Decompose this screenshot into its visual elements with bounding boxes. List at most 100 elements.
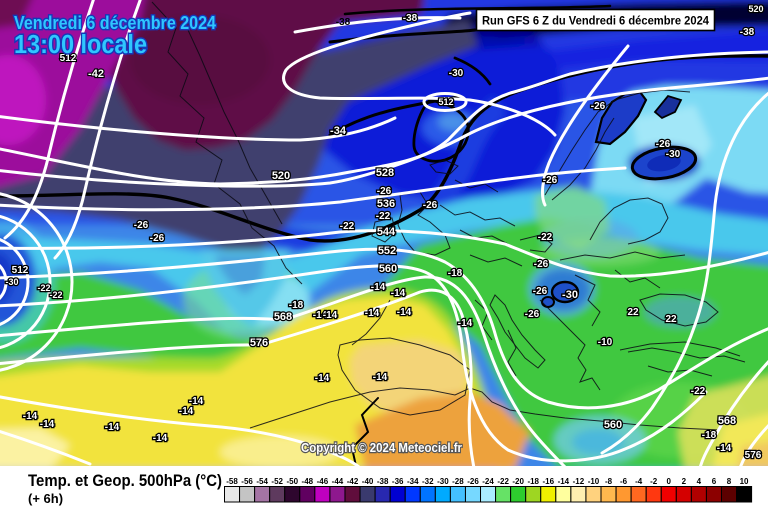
svg-text:-42: -42	[347, 477, 359, 486]
svg-text:-14: -14	[23, 411, 38, 422]
svg-text:2: 2	[682, 477, 687, 486]
svg-text:-2: -2	[650, 477, 658, 486]
svg-text:560: 560	[379, 263, 397, 275]
svg-text:-22: -22	[497, 477, 509, 486]
svg-text:-10: -10	[598, 337, 613, 348]
svg-text:0: 0	[667, 477, 672, 486]
svg-text:-42: -42	[88, 68, 104, 80]
svg-text:-54: -54	[256, 477, 268, 486]
svg-text:-20: -20	[512, 477, 524, 486]
svg-text:-56: -56	[241, 477, 253, 486]
svg-text:(+ 6h): (+ 6h)	[28, 491, 63, 506]
svg-text:-26: -26	[656, 139, 671, 150]
svg-text:Run GFS 6 Z du Vendredi 6 déce: Run GFS 6 Z du Vendredi 6 décembre 2024	[482, 14, 709, 28]
svg-text:-14: -14	[397, 307, 412, 318]
svg-text:-14: -14	[371, 282, 386, 293]
svg-text:-30: -30	[562, 289, 578, 301]
svg-text:-30: -30	[5, 277, 18, 287]
svg-text:-58: -58	[226, 477, 238, 486]
svg-text:13:00 locale: 13:00 locale	[14, 31, 147, 59]
svg-text:-14: -14	[717, 443, 732, 454]
svg-text:-26: -26	[467, 477, 479, 486]
svg-text:-38: -38	[740, 27, 755, 38]
svg-text:528: 528	[376, 167, 394, 179]
svg-text:-14: -14	[313, 310, 328, 321]
svg-text:-26: -26	[534, 259, 549, 270]
svg-text:-4: -4	[635, 477, 643, 486]
svg-text:-28: -28	[452, 477, 464, 486]
svg-text:-30: -30	[449, 68, 464, 79]
svg-text:-18: -18	[702, 430, 717, 441]
svg-text:544: 544	[377, 226, 396, 238]
svg-text:-38: -38	[403, 13, 418, 24]
svg-text:560: 560	[604, 419, 622, 431]
svg-text:-14: -14	[558, 477, 570, 486]
svg-text:-14: -14	[153, 433, 168, 444]
svg-text:568: 568	[718, 415, 736, 427]
svg-text:512: 512	[60, 53, 77, 64]
svg-text:-22: -22	[376, 211, 391, 222]
svg-text:-22: -22	[340, 221, 355, 232]
svg-text:8: 8	[727, 477, 732, 486]
svg-text:22: 22	[627, 307, 639, 318]
svg-text:Copyright © 2024 Meteociel.fr: Copyright © 2024 Meteociel.fr	[301, 440, 462, 455]
svg-text:512: 512	[12, 265, 29, 276]
svg-text:-48: -48	[302, 477, 314, 486]
svg-text:536: 536	[377, 198, 395, 210]
svg-text:6: 6	[712, 477, 717, 486]
svg-text:-38: -38	[336, 17, 351, 28]
svg-text:-50: -50	[286, 477, 298, 486]
svg-text:-14: -14	[179, 406, 194, 417]
svg-text:520: 520	[272, 170, 290, 182]
svg-text:-26: -26	[134, 220, 149, 231]
svg-text:-10: -10	[588, 477, 600, 486]
svg-text:-22: -22	[49, 290, 62, 300]
svg-text:-26: -26	[525, 309, 540, 320]
svg-text:4: 4	[697, 477, 702, 486]
svg-text:-30: -30	[437, 477, 449, 486]
svg-text:-22: -22	[37, 283, 50, 293]
svg-text:-14: -14	[373, 372, 388, 383]
svg-text:-26: -26	[423, 200, 438, 211]
svg-text:-32: -32	[422, 477, 434, 486]
svg-text:-16: -16	[543, 477, 555, 486]
svg-text:576: 576	[745, 450, 762, 461]
svg-text:-8: -8	[605, 477, 613, 486]
svg-text:552: 552	[378, 245, 396, 257]
svg-text:576: 576	[250, 337, 268, 349]
svg-text:Temp. et Geop. 500hPa (°C): Temp. et Geop. 500hPa (°C)	[28, 471, 222, 490]
svg-text:-14: -14	[391, 288, 406, 299]
svg-text:-26: -26	[377, 186, 392, 197]
svg-text:Vendredi 6 décembre 2024: Vendredi 6 décembre 2024	[14, 13, 216, 33]
svg-text:512: 512	[438, 97, 453, 107]
svg-text:-34: -34	[330, 125, 347, 137]
svg-text:-40: -40	[362, 477, 374, 486]
svg-text:-14: -14	[189, 396, 204, 407]
svg-text:-52: -52	[271, 477, 283, 486]
svg-text:22: 22	[665, 314, 677, 325]
svg-text:-24: -24	[482, 477, 494, 486]
svg-text:-44: -44	[332, 477, 344, 486]
svg-text:-26: -26	[543, 175, 558, 186]
svg-text:-26: -26	[533, 286, 548, 297]
svg-text:-18: -18	[527, 477, 539, 486]
svg-text:-26: -26	[150, 233, 165, 244]
svg-text:-12: -12	[573, 477, 585, 486]
svg-text:-14: -14	[323, 310, 338, 321]
svg-text:-34: -34	[407, 477, 419, 486]
svg-text:-46: -46	[317, 477, 329, 486]
svg-text:-22: -22	[538, 232, 553, 243]
svg-text:-18: -18	[289, 300, 304, 311]
svg-text:-38: -38	[377, 477, 389, 486]
svg-text:-14: -14	[105, 422, 120, 433]
svg-text:-18: -18	[448, 268, 463, 279]
svg-text:520: 520	[748, 4, 763, 14]
svg-text:-14: -14	[315, 373, 330, 384]
svg-text:10: 10	[740, 477, 749, 486]
svg-text:-26: -26	[591, 101, 606, 112]
svg-text:-14: -14	[458, 318, 473, 329]
svg-text:-22: -22	[691, 386, 706, 397]
svg-text:568: 568	[274, 311, 292, 323]
svg-text:-30: -30	[666, 149, 681, 160]
svg-text:-14: -14	[365, 308, 380, 319]
